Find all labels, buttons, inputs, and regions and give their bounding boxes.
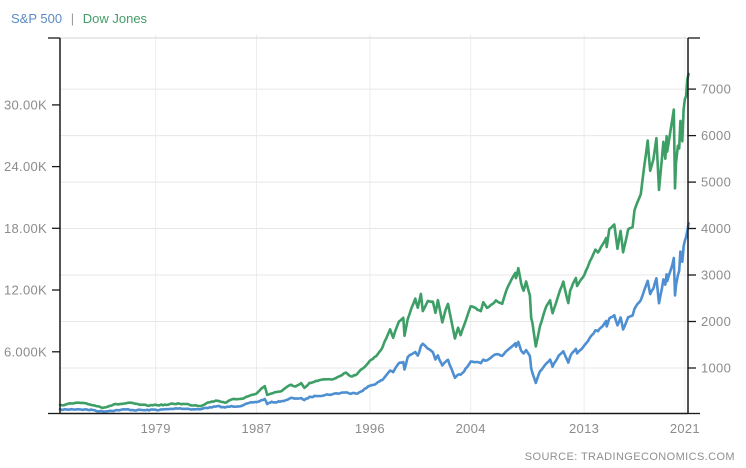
v-gridlines — [155, 34, 686, 414]
source-attribution: SOURCE: TRADINGECONOMICS.COM — [524, 451, 735, 463]
svg-text:30.00K: 30.00K — [4, 97, 47, 112]
chart-legend: S&P 500 | Dow Jones — [11, 11, 147, 26]
svg-text:1979: 1979 — [141, 421, 171, 436]
legend-item-dowjones[interactable]: Dow Jones — [82, 11, 148, 26]
svg-text:18.00K: 18.00K — [4, 221, 47, 236]
svg-text:2004: 2004 — [456, 421, 486, 436]
svg-text:24.00K: 24.00K — [4, 159, 47, 174]
svg-text:4000: 4000 — [701, 221, 731, 236]
svg-text:12.00K: 12.00K — [4, 283, 47, 298]
legend-separator: | — [70, 11, 75, 26]
svg-text:6000: 6000 — [701, 128, 731, 143]
svg-text:6.000K: 6.000K — [4, 344, 47, 359]
legend-item-sp500[interactable]: S&P 500 — [11, 11, 63, 26]
axis-tick-labels: 6.000K 12.00K 18.00K 24.00K 30.00K 1000 2000 30… — [4, 82, 731, 436]
svg-text:3000: 3000 — [701, 268, 731, 283]
axis-ticks — [48, 37, 700, 415]
axis-frame — [59, 38, 689, 415]
svg-text:2013: 2013 — [569, 421, 599, 436]
svg-text:5000: 5000 — [701, 175, 731, 190]
svg-text:1987: 1987 — [241, 421, 271, 436]
svg-text:1996: 1996 — [355, 421, 385, 436]
svg-text:7000: 7000 — [701, 82, 731, 97]
h-gridlines — [60, 88, 688, 369]
series-line-dow-jones[interactable] — [58, 72, 690, 410]
svg-text:1000: 1000 — [701, 361, 731, 376]
series-line-s-p-500[interactable] — [58, 222, 690, 413]
svg-text:2000: 2000 — [701, 314, 731, 329]
svg-text:2021: 2021 — [670, 421, 700, 436]
